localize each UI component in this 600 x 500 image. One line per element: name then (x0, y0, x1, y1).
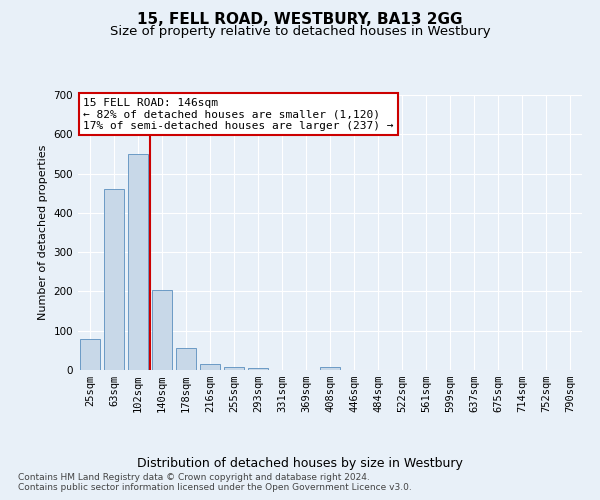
Bar (128, 154, 148, 370)
Bar (320, 367, 340, 370)
Text: 15, FELL ROAD, WESTBURY, BA13 2GG: 15, FELL ROAD, WESTBURY, BA13 2GG (137, 12, 463, 28)
Bar (248, 368, 268, 370)
Bar (152, 290, 172, 370)
Bar (200, 364, 220, 370)
Text: Distribution of detached houses by size in Westbury: Distribution of detached houses by size … (137, 458, 463, 470)
Y-axis label: Number of detached properties: Number of detached properties (38, 145, 48, 320)
Text: 15 FELL ROAD: 146sqm
← 82% of detached houses are smaller (1,120)
17% of semi-de: 15 FELL ROAD: 146sqm ← 82% of detached h… (83, 98, 394, 131)
Bar (80, 338, 100, 370)
Bar (176, 348, 196, 370)
Text: Size of property relative to detached houses in Westbury: Size of property relative to detached ho… (110, 25, 490, 38)
Text: Contains HM Land Registry data © Crown copyright and database right 2024.
Contai: Contains HM Land Registry data © Crown c… (18, 472, 412, 492)
Bar (104, 188, 124, 370)
Bar (224, 367, 244, 370)
